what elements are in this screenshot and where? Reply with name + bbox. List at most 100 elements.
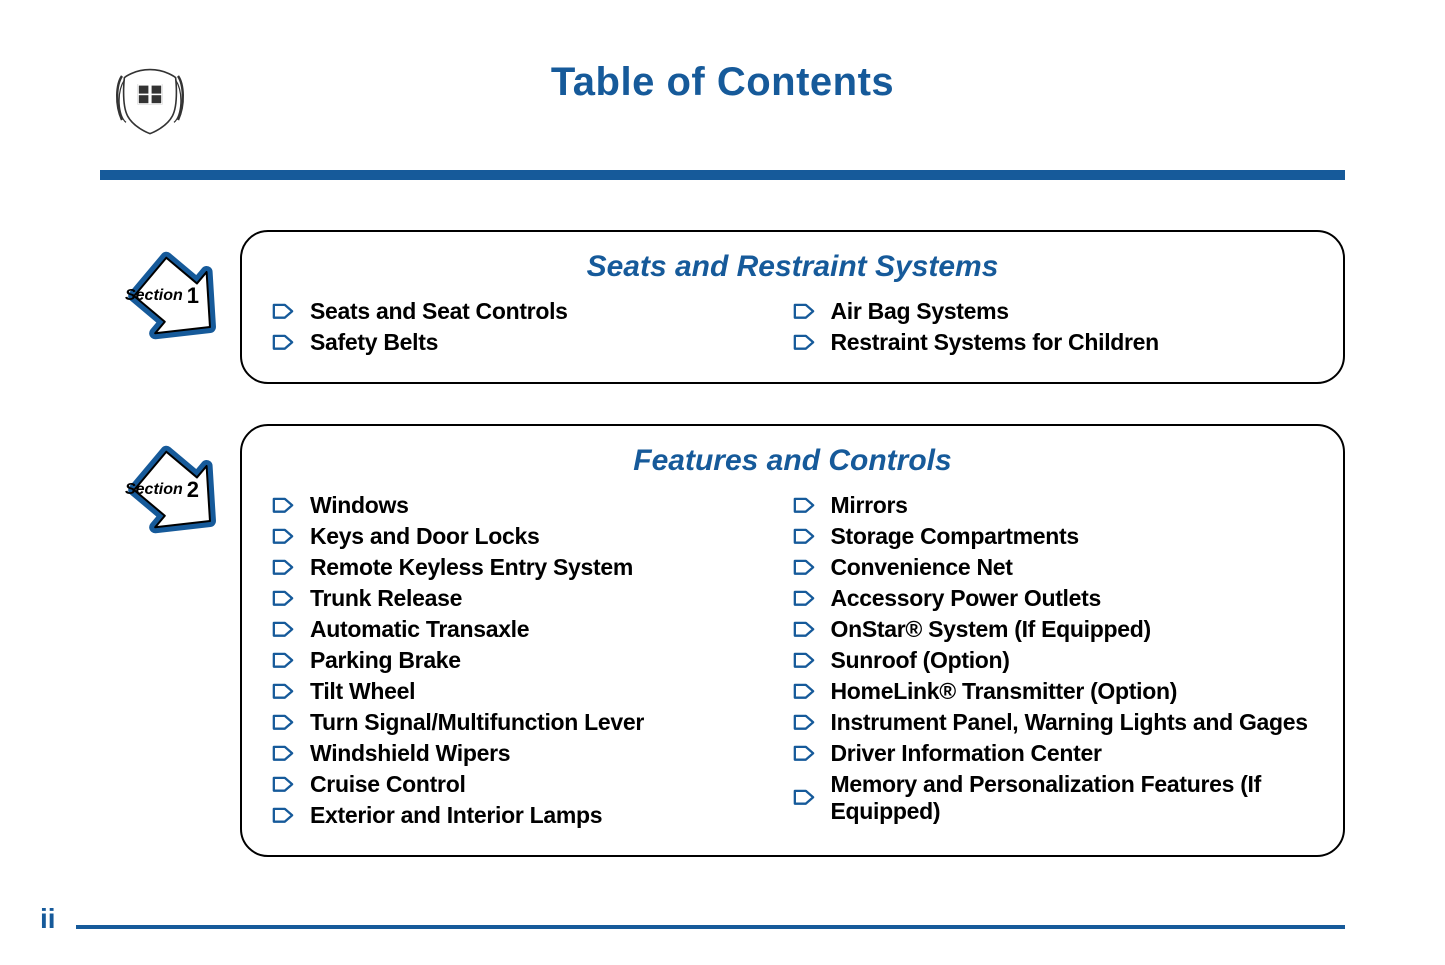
bullet-icon [272, 714, 294, 731]
toc-item[interactable]: Safety Belts [272, 329, 793, 356]
bullet-icon [272, 776, 294, 794]
toc-item[interactable]: Windshield Wipers [272, 740, 793, 767]
toc-item[interactable]: Instrument Panel, Warning Lights and Gag… [793, 709, 1314, 736]
bullet-icon [272, 334, 294, 351]
section-row: Section1Seats and Restraint SystemsSeats… [100, 230, 1345, 384]
toc-item[interactable]: Tilt Wheel [272, 678, 793, 705]
page-title: Table of Contents [100, 60, 1345, 105]
section-title: Seats and Restraint Systems [272, 250, 1313, 284]
toc-item[interactable]: Air Bag Systems [793, 298, 1314, 325]
section-box: Seats and Restraint Systems Seats and Sea… [240, 230, 1345, 384]
bullet-icon [793, 497, 815, 514]
bullet-icon [793, 652, 815, 669]
toc-item[interactable]: Seats and Seat Controls [272, 298, 793, 325]
toc-item-label: Convenience Net [831, 554, 1013, 581]
section-title: Features and Controls [272, 444, 1313, 478]
bullet-icon [793, 745, 815, 762]
toc-item-label: Memory and Personalization Features (If … [831, 771, 1314, 825]
toc-item-label: Windshield Wipers [310, 740, 510, 767]
bullet-icon [272, 683, 294, 701]
bullet-icon [793, 528, 815, 545]
footer: ii [40, 903, 1345, 935]
bullet-icon [272, 776, 294, 793]
toc-item[interactable]: Sunroof (Option) [793, 647, 1314, 674]
section-arrow-label: Section2 [102, 430, 222, 550]
crest-icon [110, 60, 190, 140]
toc-item-label: Storage Compartments [831, 523, 1079, 550]
section-arrow-col: Section1 [100, 230, 240, 360]
toc-item-label: Parking Brake [310, 647, 461, 674]
toc-item[interactable]: Turn Signal/Multifunction Lever [272, 709, 793, 736]
toc-item-label: Turn Signal/Multifunction Lever [310, 709, 644, 736]
section-number: 2 [187, 477, 199, 503]
bullet-icon [793, 334, 815, 351]
bullet-icon [272, 303, 294, 321]
toc-item[interactable]: Mirrors [793, 492, 1314, 519]
bullet-icon [272, 683, 294, 700]
toc-item[interactable]: Driver Information Center [793, 740, 1314, 767]
bullet-icon [272, 303, 294, 320]
toc-item-label: Accessory Power Outlets [831, 585, 1102, 612]
bullet-icon [272, 621, 294, 638]
bullet-icon [272, 590, 294, 608]
sections-container: Section1Seats and Restraint SystemsSeats… [100, 230, 1345, 857]
brand-logo [110, 60, 190, 140]
section-columns: Seats and Seat Controls Safety Belts Air B… [272, 294, 1313, 360]
section-arrow-col: Section2 [100, 424, 240, 554]
section-column-left: Windows Keys and Door Locks Remote Keyless… [272, 488, 793, 833]
toc-item-label: Driver Information Center [831, 740, 1102, 767]
toc-item-label: Seats and Seat Controls [310, 298, 568, 325]
toc-item[interactable]: Storage Compartments [793, 523, 1314, 550]
bullet-icon [272, 745, 294, 763]
section-column-right: Air Bag Systems Restraint Systems for Chi… [793, 294, 1314, 360]
toc-item[interactable]: Cruise Control [272, 771, 793, 798]
toc-item[interactable]: Keys and Door Locks [272, 523, 793, 550]
section-column-left: Seats and Seat Controls Safety Belts [272, 294, 793, 360]
bullet-icon [272, 745, 294, 762]
toc-item[interactable]: Parking Brake [272, 647, 793, 674]
toc-item[interactable]: Windows [272, 492, 793, 519]
section-word: Section [125, 481, 183, 499]
bullet-icon [272, 807, 294, 824]
toc-item[interactable]: Trunk Release [272, 585, 793, 612]
toc-item[interactable]: OnStar® System (If Equipped) [793, 616, 1314, 643]
toc-item[interactable]: Automatic Transaxle [272, 616, 793, 643]
toc-item[interactable]: Remote Keyless Entry System [272, 554, 793, 581]
bullet-icon [793, 497, 815, 515]
toc-item-label: Instrument Panel, Warning Lights and Gag… [831, 709, 1308, 736]
bullet-icon [793, 714, 815, 731]
bullet-icon [272, 652, 294, 670]
bullet-icon [793, 621, 815, 638]
bullet-icon [793, 590, 815, 607]
footer-rule [76, 925, 1345, 929]
toc-item[interactable]: HomeLink® Transmitter (Option) [793, 678, 1314, 705]
section-columns: Windows Keys and Door Locks Remote Keyless… [272, 488, 1313, 833]
bullet-icon [272, 621, 294, 639]
toc-item-label: Safety Belts [310, 329, 438, 356]
bullet-icon [793, 714, 815, 732]
toc-item-label: Mirrors [831, 492, 908, 519]
bullet-icon [272, 559, 294, 576]
bullet-icon [793, 559, 815, 577]
toc-item-label: Trunk Release [310, 585, 462, 612]
toc-item-label: Windows [310, 492, 409, 519]
bullet-icon [793, 789, 815, 806]
section-row: Section2 Features and Controls Windows Keys… [100, 424, 1345, 857]
header-rule [100, 170, 1345, 180]
bullet-icon [793, 789, 815, 807]
toc-item[interactable]: Memory and Personalization Features (If … [793, 771, 1314, 825]
bullet-icon [793, 303, 815, 321]
toc-item-label: Sunroof (Option) [831, 647, 1010, 674]
bullet-icon [272, 334, 294, 352]
bullet-icon [272, 559, 294, 577]
bullet-icon [793, 652, 815, 670]
toc-item[interactable]: Restraint Systems for Children [793, 329, 1314, 356]
bullet-icon [793, 683, 815, 701]
toc-item[interactable]: Accessory Power Outlets [793, 585, 1314, 612]
toc-item-label: Cruise Control [310, 771, 466, 798]
bullet-icon [272, 528, 294, 546]
toc-item[interactable]: Convenience Net [793, 554, 1314, 581]
toc-item[interactable]: Exterior and Interior Lamps [272, 802, 793, 829]
page-number: ii [40, 903, 56, 935]
bullet-icon [272, 807, 294, 825]
